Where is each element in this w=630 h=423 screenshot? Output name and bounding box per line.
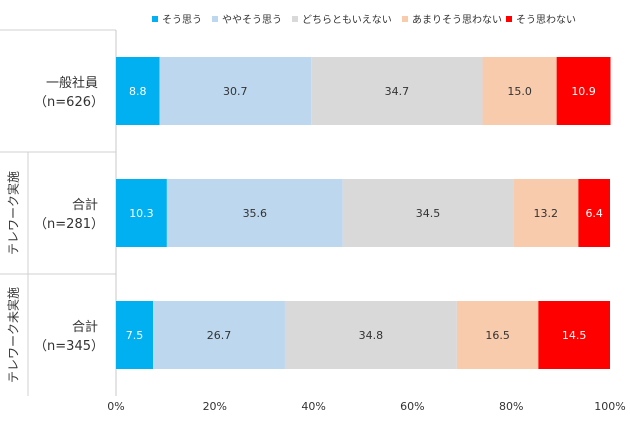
data-label: 10.9 bbox=[571, 85, 596, 98]
data-label: 6.4 bbox=[585, 207, 603, 220]
bar-segment bbox=[482, 57, 557, 125]
data-label: 10.3 bbox=[129, 207, 154, 220]
bar-segment bbox=[159, 57, 312, 125]
legend-label: あまりそう思わない bbox=[412, 14, 502, 26]
group-label: テレワーク未実施 bbox=[6, 287, 21, 383]
legend-label: ややそう思う bbox=[222, 14, 282, 26]
bar-segment bbox=[311, 57, 483, 125]
legend-label: そう思う bbox=[162, 14, 202, 26]
bar-segment bbox=[342, 179, 514, 247]
bar-segment bbox=[116, 179, 167, 247]
row-label: 合計 bbox=[72, 197, 98, 213]
bar-segment bbox=[513, 179, 579, 247]
group-label: テレワーク実施 bbox=[6, 171, 21, 255]
bar-segment bbox=[538, 301, 610, 369]
x-tick-label: 80% bbox=[499, 400, 523, 413]
legend-swatch bbox=[402, 16, 408, 22]
bar-segment bbox=[284, 301, 457, 369]
row-sublabel: （n=345） bbox=[34, 339, 104, 354]
row-label: 一般社員 bbox=[46, 75, 98, 91]
data-label: 30.7 bbox=[223, 85, 248, 98]
data-label: 13.2 bbox=[534, 207, 559, 220]
legend-swatch bbox=[212, 16, 218, 22]
row-sublabel: （n=626） bbox=[34, 95, 104, 110]
data-label: 26.7 bbox=[207, 329, 232, 342]
bar-segment bbox=[456, 301, 539, 369]
x-tick-label: 40% bbox=[301, 400, 325, 413]
bar-segment bbox=[578, 179, 610, 247]
data-label: 34.8 bbox=[359, 329, 384, 342]
bar-segment bbox=[116, 301, 154, 369]
data-label: 34.5 bbox=[416, 207, 441, 220]
bar-segment bbox=[116, 57, 160, 125]
data-label: 8.8 bbox=[129, 85, 147, 98]
x-tick-label: 100% bbox=[594, 400, 625, 413]
bar-segment bbox=[556, 57, 611, 125]
data-label: 16.5 bbox=[485, 329, 510, 342]
legend-label: どちらともいえない bbox=[302, 14, 392, 26]
bar-segment bbox=[153, 301, 285, 369]
data-label: 15.0 bbox=[507, 85, 532, 98]
legend-swatch bbox=[152, 16, 158, 22]
data-label: 7.5 bbox=[126, 329, 144, 342]
data-label: 34.7 bbox=[385, 85, 410, 98]
data-label: 35.6 bbox=[243, 207, 268, 220]
legend-label: そう思わない bbox=[516, 14, 576, 26]
legend-swatch bbox=[506, 16, 512, 22]
bar-segment bbox=[166, 179, 343, 247]
x-tick-label: 60% bbox=[400, 400, 424, 413]
data-label: 14.5 bbox=[562, 329, 587, 342]
x-tick-label: 20% bbox=[203, 400, 227, 413]
row-sublabel: （n=281） bbox=[34, 217, 104, 232]
row-label: 合計 bbox=[72, 319, 98, 335]
legend-swatch bbox=[292, 16, 298, 22]
x-tick-label: 0% bbox=[107, 400, 124, 413]
